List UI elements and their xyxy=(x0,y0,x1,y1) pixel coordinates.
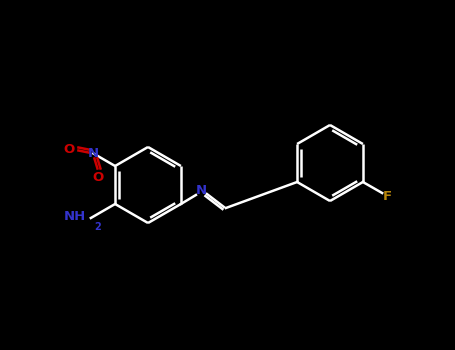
Text: F: F xyxy=(383,189,392,203)
Text: 2: 2 xyxy=(94,222,101,232)
Text: O: O xyxy=(93,171,104,184)
Text: N: N xyxy=(195,183,207,196)
Text: NH: NH xyxy=(64,210,86,223)
Text: N: N xyxy=(88,147,99,160)
Text: O: O xyxy=(64,143,75,156)
